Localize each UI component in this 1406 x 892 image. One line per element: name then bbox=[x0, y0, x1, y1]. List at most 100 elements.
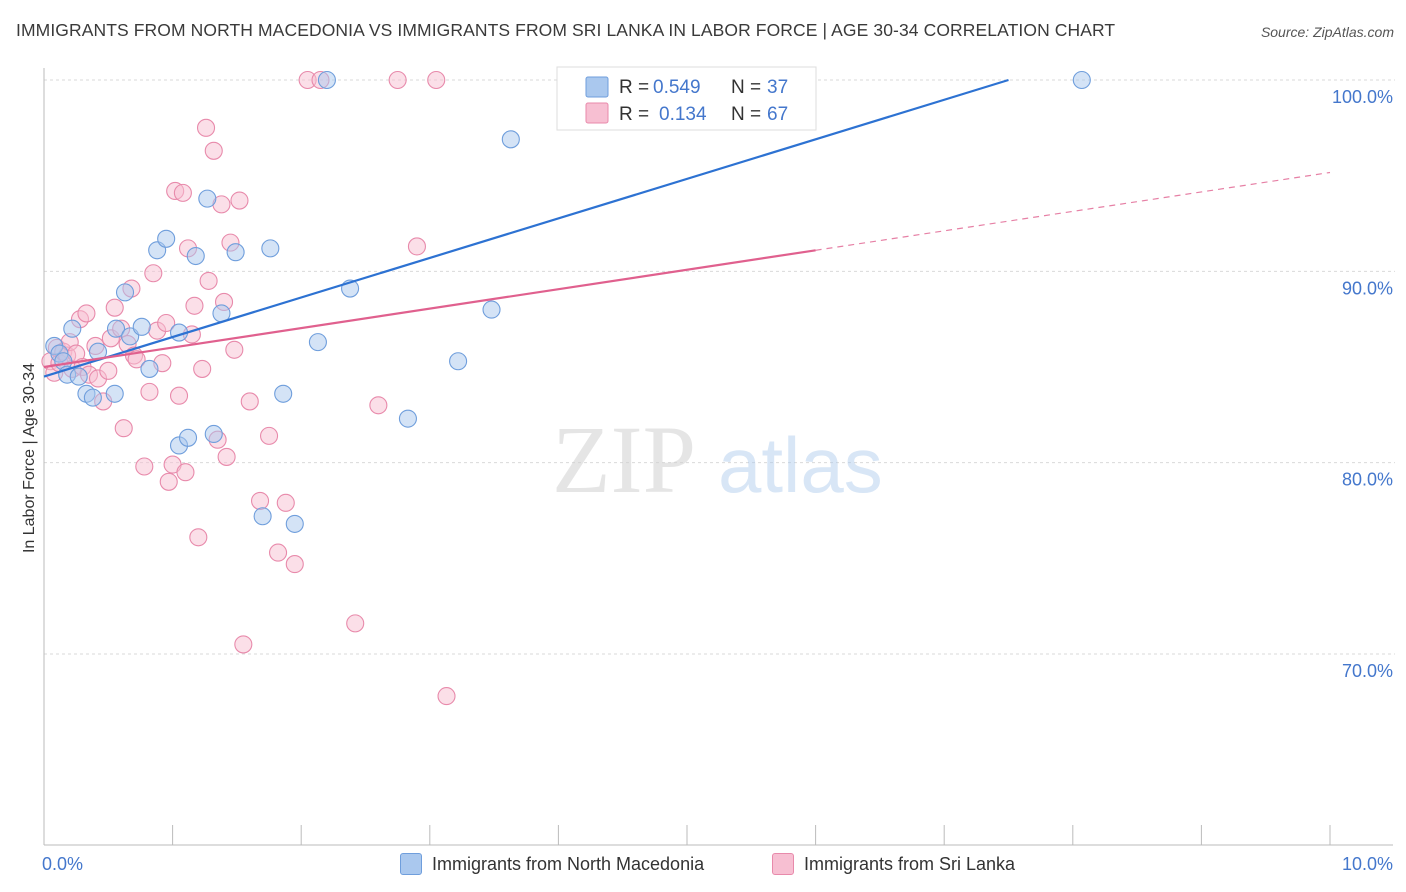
series-sri-lanka-points bbox=[41, 70, 456, 706]
legend-item-sri-lanka: Immigrants from Sri Lanka bbox=[772, 852, 1015, 876]
y-tick-label: 70.0% bbox=[1342, 661, 1393, 681]
point-sri-lanka bbox=[285, 555, 304, 574]
point-north-macedonia bbox=[1072, 70, 1091, 90]
legend-n-value-2: 67 bbox=[767, 104, 788, 125]
point-sri-lanka bbox=[407, 237, 426, 256]
point-north-macedonia bbox=[178, 428, 198, 447]
point-sri-lanka bbox=[77, 304, 96, 323]
point-sri-lanka bbox=[140, 382, 159, 401]
point-north-macedonia bbox=[482, 300, 501, 319]
point-sri-lanka bbox=[427, 70, 446, 90]
point-sri-lanka bbox=[176, 463, 195, 482]
watermark-zip: ZIP bbox=[552, 406, 696, 513]
legend-r-value-1: 0.549 bbox=[653, 77, 701, 98]
legend-r-label-1: R = bbox=[619, 77, 649, 98]
point-north-macedonia bbox=[253, 507, 272, 526]
y-tick-label: 90.0% bbox=[1342, 278, 1393, 298]
point-sri-lanka bbox=[346, 614, 365, 633]
point-sri-lanka bbox=[127, 350, 146, 369]
point-north-macedonia bbox=[198, 189, 217, 208]
point-sri-lanka bbox=[185, 296, 204, 315]
point-north-macedonia bbox=[115, 283, 135, 302]
point-sri-lanka bbox=[276, 493, 295, 512]
point-north-macedonia bbox=[226, 243, 245, 262]
trendline-north-macedonia bbox=[43, 78, 1009, 378]
point-sri-lanka bbox=[388, 70, 407, 90]
point-sri-lanka bbox=[269, 543, 288, 562]
point-sri-lanka bbox=[369, 396, 388, 415]
y-tick-labels: 70.0% 80.0% 90.0% 100.0% bbox=[1332, 87, 1393, 681]
trendline-sri-lanka bbox=[43, 249, 816, 369]
point-sri-lanka bbox=[173, 183, 192, 202]
point-sri-lanka bbox=[99, 361, 118, 380]
point-sri-lanka bbox=[250, 491, 270, 510]
point-sri-lanka bbox=[437, 687, 456, 706]
trendline-sri-lanka-extension bbox=[815, 171, 1331, 251]
gridlines bbox=[44, 79, 1395, 655]
legend-item-north-macedonia: Immigrants from North Macedonia bbox=[400, 852, 704, 876]
point-sri-lanka bbox=[169, 386, 189, 405]
legend-n-label-2: N = bbox=[731, 104, 761, 125]
point-sri-lanka bbox=[114, 419, 133, 438]
point-sri-lanka bbox=[193, 359, 212, 378]
point-sri-lanka bbox=[105, 298, 124, 317]
chart-title: IMMIGRANTS FROM NORTH MACEDONIA VS IMMIG… bbox=[16, 20, 1116, 40]
legend-bottom: Immigrants from North Macedonia Immigran… bbox=[0, 852, 1406, 880]
legend-swatch-pink bbox=[772, 853, 794, 875]
point-north-macedonia bbox=[106, 319, 126, 338]
legend-r-label-2: R = bbox=[619, 104, 649, 125]
point-sri-lanka bbox=[225, 340, 244, 359]
point-north-macedonia bbox=[157, 229, 176, 248]
point-north-macedonia bbox=[308, 333, 327, 352]
point-north-macedonia bbox=[501, 130, 520, 149]
y-tick-label: 80.0% bbox=[1342, 470, 1393, 490]
y-axis-label: In Labor Force | Age 30-34 bbox=[21, 363, 38, 553]
point-sri-lanka bbox=[189, 528, 208, 547]
watermark-atlas: atlas bbox=[718, 421, 883, 509]
point-north-macedonia bbox=[140, 359, 159, 378]
point-sri-lanka bbox=[230, 191, 249, 210]
legend-n-label-1: N = bbox=[731, 77, 761, 98]
point-north-macedonia bbox=[69, 367, 88, 386]
legend-swatch-blue bbox=[400, 853, 422, 875]
legend-label-sri-lanka: Immigrants from Sri Lanka bbox=[804, 853, 1016, 874]
point-sri-lanka bbox=[240, 392, 259, 411]
point-sri-lanka bbox=[144, 264, 163, 283]
y-tick-label: 100.0% bbox=[1332, 87, 1393, 107]
point-north-macedonia bbox=[63, 319, 82, 338]
trendlines bbox=[43, 78, 1331, 378]
legend-top: R = 0.549 N = 37 R = 0.134 N = 67 bbox=[556, 66, 817, 131]
legend-r-value-2: 0.134 bbox=[659, 104, 707, 125]
source-note: Source: ZipAtlas.com bbox=[1260, 24, 1394, 40]
x-tick-label: 0.0% bbox=[42, 854, 83, 874]
legend-blue-swatch bbox=[585, 76, 609, 98]
legend-label-north-macedonia: Immigrants from North Macedonia bbox=[432, 853, 705, 874]
point-sri-lanka bbox=[199, 271, 218, 290]
point-sri-lanka bbox=[196, 118, 216, 137]
point-sri-lanka bbox=[204, 141, 223, 160]
point-north-macedonia bbox=[132, 317, 151, 336]
point-north-macedonia bbox=[285, 514, 304, 533]
legend-n-value-1: 37 bbox=[767, 77, 788, 98]
point-sri-lanka bbox=[259, 426, 279, 445]
point-sri-lanka bbox=[135, 457, 154, 476]
x-tick-label: 10.0% bbox=[1342, 854, 1393, 874]
point-north-macedonia bbox=[274, 384, 293, 403]
point-sri-lanka bbox=[157, 313, 176, 333]
point-north-macedonia bbox=[317, 70, 336, 90]
watermark: ZIP atlas bbox=[552, 406, 883, 513]
point-north-macedonia bbox=[105, 384, 124, 403]
point-north-macedonia bbox=[83, 388, 102, 407]
point-north-macedonia bbox=[204, 424, 223, 444]
point-north-macedonia bbox=[121, 327, 140, 346]
point-sri-lanka bbox=[159, 472, 178, 491]
point-sri-lanka bbox=[217, 447, 236, 466]
point-north-macedonia bbox=[261, 239, 280, 258]
point-north-macedonia bbox=[449, 352, 468, 371]
point-sri-lanka bbox=[234, 635, 253, 654]
x-tick-labels: 0.0% 10.0% bbox=[42, 854, 1393, 874]
point-north-macedonia bbox=[186, 246, 205, 266]
point-north-macedonia bbox=[398, 409, 417, 428]
legend-pink-swatch bbox=[585, 102, 609, 124]
